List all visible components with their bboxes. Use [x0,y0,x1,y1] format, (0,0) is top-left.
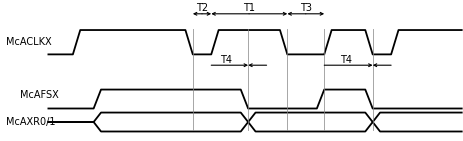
Text: T1: T1 [243,3,255,13]
Text: T2: T2 [195,3,207,13]
Text: McAXR0/1: McAXR0/1 [6,117,56,127]
Text: McACLKX: McACLKX [6,37,51,47]
Text: McAFSX: McAFSX [20,90,58,100]
Text: T4: T4 [340,55,351,65]
Text: T4: T4 [219,55,232,65]
Text: T3: T3 [299,3,311,13]
